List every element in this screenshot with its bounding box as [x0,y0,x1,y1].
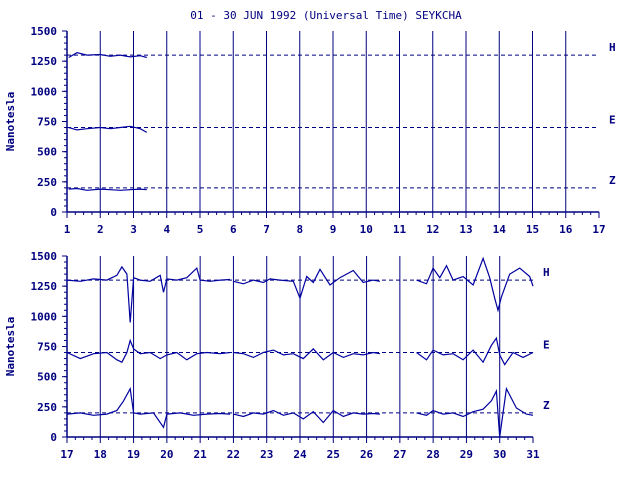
bottom-panel-trace-H-1 [233,268,381,301]
top-panel-ytick-1250: 1250 [31,55,58,68]
bottom-panel-xtick-21: 21 [194,448,208,461]
bottom-panel-xtick-19: 19 [127,448,140,461]
top-panel-xtick-17: 17 [592,223,605,236]
chart-title: 01 - 30 JUN 1992 (Universal Time) SEYKCH… [190,9,462,22]
bottom-panel-xtick-23: 23 [260,448,273,461]
top-panel-xtick-6: 6 [230,223,237,236]
top-panel-xtick-1: 1 [64,223,71,236]
bottom-panel-trace-E-0 [66,338,231,363]
bottom-panel-xtick-20: 20 [160,448,173,461]
bottom-panel-trace-Z-1 [233,409,380,424]
bottom-panel-xtick-27: 27 [393,448,406,461]
bottom-panel-trace-E-2 [416,336,534,366]
top-panel-xtick-3: 3 [130,223,137,236]
bottom-panel-ytick-500: 500 [37,371,57,384]
top-panel-ytick-0: 0 [50,206,57,219]
bottom-panel-trace-H-0 [66,265,231,323]
top-panel-component-label-H: H [609,41,616,54]
bottom-panel-xtick-24: 24 [293,448,307,461]
top-panel-xtick-14: 14 [493,223,507,236]
bottom-panel-trace-Z-0 [66,386,231,429]
top-panel-xtick-13: 13 [459,223,472,236]
top-panel-xtick-12: 12 [426,223,439,236]
bottom-panel-ytick-0: 0 [50,431,57,444]
top-panel-xtick-5: 5 [197,223,204,236]
bottom-panel-component-label-E: E [543,339,550,352]
top-panel-ytick-500: 500 [37,146,57,159]
top-panel-trace-E-0 [68,125,148,133]
top-panel-xtick-2: 2 [97,223,104,236]
top-panel-ytick-1000: 1000 [31,85,58,98]
top-panel-xtick-4: 4 [163,223,170,236]
bottom-panel-xtick-18: 18 [94,448,107,461]
top-panel-component-label-Z: Z [609,174,616,187]
bottom-panel-xtick-28: 28 [427,448,440,461]
bottom-panel-xtick-22: 22 [227,448,240,461]
top-panel-xtick-7: 7 [263,223,270,236]
bottom-panel-trace-Z-2 [416,386,534,438]
top-panel-xtick-9: 9 [330,223,337,236]
bottom-panel-ytick-1500: 1500 [31,250,58,263]
bottom-panel-xtick-25: 25 [327,448,340,461]
bottom-panel-trace-E-1 [233,348,381,361]
bottom-panel-ytick-250: 250 [37,401,57,414]
bottom-panel-ytick-1000: 1000 [31,310,58,323]
top-panel-ytick-250: 250 [37,176,57,189]
bottom-panel-xtick-17: 17 [60,448,73,461]
top-panel-xtick-16: 16 [559,223,573,236]
top-panel-xtick-10: 10 [360,223,373,236]
bottom-panel-xtick-29: 29 [460,448,473,461]
bottom-panel-trace-H-2 [416,256,534,313]
top-panel-trace-Z-0 [68,187,147,191]
top-panel-xtick-8: 8 [296,223,303,236]
bottom-panel-component-label-Z: Z [543,399,550,412]
bottom-panel-ylabel: Nanotesla [4,317,17,377]
top-panel-ylabel: Nanotesla [4,92,17,152]
top-panel-component-label-E: E [609,114,616,127]
bottom-panel-component-label-H: H [543,266,550,279]
top-panel-xtick-11: 11 [393,223,407,236]
top-panel-ytick-1500: 1500 [31,25,58,38]
bottom-panel-xtick-31: 31 [526,448,540,461]
bottom-panel-ytick-750: 750 [37,341,57,354]
bottom-panel-xtick-26: 26 [360,448,374,461]
bottom-panel-xtick-30: 30 [493,448,506,461]
top-panel-ytick-750: 750 [37,116,57,129]
bottom-panel-ytick-1250: 1250 [31,280,58,293]
top-panel-xtick-15: 15 [526,223,539,236]
top-panel-trace-H-0 [68,52,147,59]
